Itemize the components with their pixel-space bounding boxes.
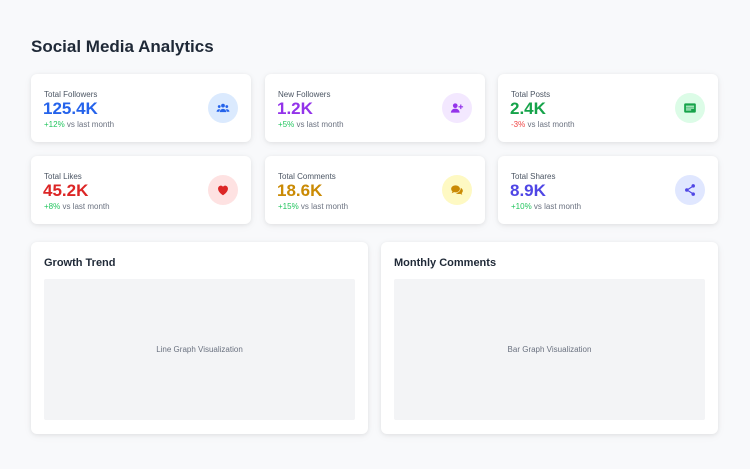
bar-graph-area: Bar Graph Visualization bbox=[394, 279, 705, 420]
stat-suffix: vs last month bbox=[525, 120, 575, 129]
stat-card-total-posts: Total Posts 2.4K -3% vs last month bbox=[498, 74, 718, 142]
stat-label: New Followers bbox=[278, 90, 331, 99]
stat-delta: +12% bbox=[44, 120, 65, 129]
page-title: Social Media Analytics bbox=[31, 37, 214, 56]
stat-value: 125.4K bbox=[43, 99, 98, 118]
heart-icon bbox=[208, 175, 238, 205]
share-icon bbox=[675, 175, 705, 205]
stat-label: Total Posts bbox=[511, 90, 551, 99]
stat-delta: +15% bbox=[278, 202, 299, 211]
stat-change: +12% vs last month bbox=[44, 120, 114, 129]
stat-card-total-comments: Total Comments 18.6K +15% vs last month bbox=[265, 156, 485, 224]
stat-suffix: vs last month bbox=[64, 120, 115, 129]
monthly-comments-card: Monthly Comments Bar Graph Visualization bbox=[381, 242, 718, 434]
growth-trend-card: Growth Trend Line Graph Visualization bbox=[31, 242, 368, 434]
stat-label: Total Comments bbox=[278, 172, 336, 181]
stat-change: -3% vs last month bbox=[511, 120, 575, 129]
stat-value: 8.9K bbox=[510, 181, 546, 200]
stat-card-new-followers: New Followers 1.2K +5% vs last month bbox=[265, 74, 485, 142]
stat-suffix: vs last month bbox=[531, 202, 582, 211]
stat-suffix: vs last month bbox=[298, 202, 349, 211]
stat-label: Total Followers bbox=[44, 90, 98, 99]
chart-title: Growth Trend bbox=[44, 257, 116, 269]
stat-card-total-likes: Total Likes 45.2K +8% vs last month bbox=[31, 156, 251, 224]
stat-label: Total Shares bbox=[511, 172, 556, 181]
stat-delta: +10% bbox=[511, 202, 532, 211]
stat-label: Total Likes bbox=[44, 172, 82, 181]
users-icon bbox=[208, 93, 238, 123]
stat-suffix: vs last month bbox=[60, 202, 110, 211]
stat-change: +5% vs last month bbox=[278, 120, 344, 129]
stat-delta: +5% bbox=[278, 120, 295, 129]
chart-placeholder: Line Graph Visualization bbox=[156, 345, 243, 354]
stat-change: +10% vs last month bbox=[511, 202, 581, 211]
stat-change: +15% vs last month bbox=[278, 202, 348, 211]
chart-placeholder: Bar Graph Visualization bbox=[507, 345, 592, 354]
stat-delta: +8% bbox=[44, 202, 61, 211]
stat-value: 45.2K bbox=[43, 181, 89, 200]
stat-delta: -3% bbox=[511, 120, 526, 129]
stat-value: 18.6K bbox=[277, 181, 323, 200]
stat-value: 2.4K bbox=[510, 99, 546, 118]
stat-suffix: vs last month bbox=[294, 120, 344, 129]
line-graph-area: Line Graph Visualization bbox=[44, 279, 355, 420]
stat-change: +8% vs last month bbox=[44, 202, 110, 211]
stat-card-total-followers: Total Followers 125.4K +12% vs last mont… bbox=[31, 74, 251, 142]
stat-card-total-shares: Total Shares 8.9K +10% vs last month bbox=[498, 156, 718, 224]
user-plus-icon bbox=[442, 93, 472, 123]
posts-icon bbox=[675, 93, 705, 123]
chart-title: Monthly Comments bbox=[394, 257, 497, 269]
comments-icon bbox=[442, 175, 472, 205]
stat-value: 1.2K bbox=[277, 99, 313, 118]
